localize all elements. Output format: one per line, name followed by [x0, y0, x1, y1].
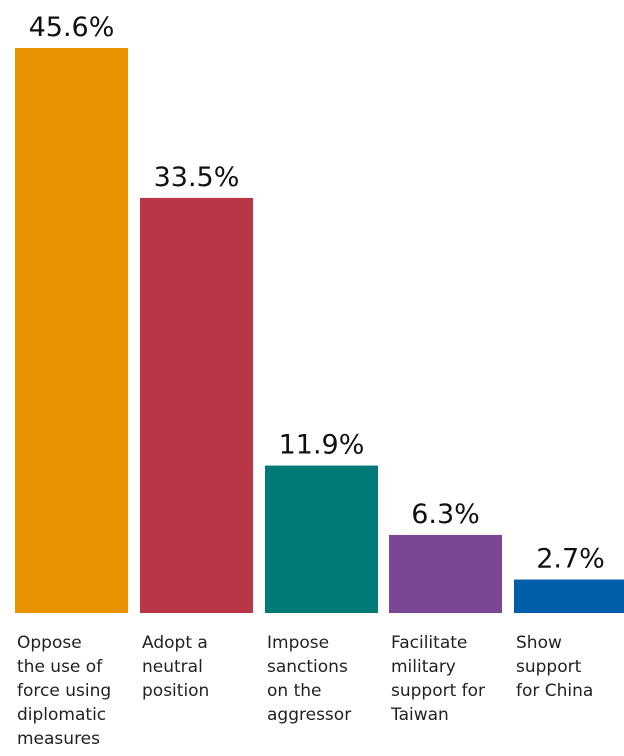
- category-label-line: Impose: [267, 633, 329, 653]
- category-label-2: Adopt a neutral position: [142, 633, 209, 701]
- category-label-line: sanctions: [267, 657, 348, 677]
- category-label-line: support for: [391, 681, 485, 701]
- category-label-line: Adopt a: [142, 633, 208, 653]
- value-label-4: 6.3%: [411, 499, 480, 530]
- category-label-line: Facilitate: [391, 633, 467, 653]
- bar-3: [265, 465, 378, 613]
- category-label-line: aggressor: [267, 705, 351, 725]
- category-label-line: the use of: [17, 657, 103, 677]
- category-label-line: on the: [267, 681, 321, 701]
- category-label-line: Show: [516, 633, 562, 653]
- bar-2: [140, 197, 253, 613]
- value-label-1: 45.6%: [29, 12, 115, 43]
- category-label-line: position: [142, 681, 209, 701]
- category-label-line: neutral: [142, 657, 203, 677]
- bar-4: [389, 534, 502, 613]
- category-label-line: diplomatic: [17, 705, 106, 725]
- bar-1: [15, 48, 128, 613]
- value-label-3: 11.9%: [279, 430, 365, 461]
- category-label-4: Facilitate military support for Taiwan: [390, 633, 485, 725]
- category-label-1: Oppose the use of force using diplomatic mea…: [17, 633, 111, 749]
- category-label-line: military: [391, 657, 456, 677]
- value-label-5: 2.7%: [536, 544, 605, 575]
- category-label-line: measures: [17, 729, 100, 749]
- category-label-3: Impose sanctions on the aggressor: [267, 633, 351, 725]
- category-label-line: Taiwan: [390, 705, 449, 725]
- category-label-line: force using: [17, 681, 111, 701]
- category-label-line: for China: [516, 681, 593, 701]
- value-label-2: 33.5%: [154, 162, 240, 193]
- category-label-line: support: [516, 657, 582, 677]
- bar-5: [514, 579, 624, 613]
- category-label-5: Show support for China: [516, 633, 593, 701]
- category-label-line: Oppose: [17, 633, 82, 653]
